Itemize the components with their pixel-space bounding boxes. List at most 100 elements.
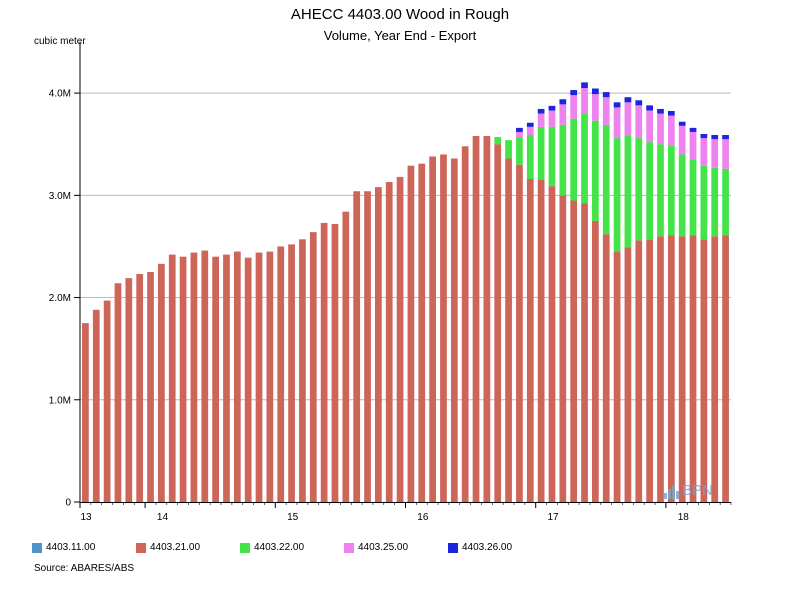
bar-segment: [396, 176, 404, 502]
bar-segment: [667, 235, 675, 502]
bar-segment: [526, 135, 534, 179]
bar-segment: [190, 252, 198, 502]
bar-segment: [700, 134, 708, 139]
bar-segment: [711, 236, 719, 502]
bar-segment: [516, 137, 523, 165]
bar-segment: [548, 105, 556, 111]
bar-segment: [667, 115, 675, 146]
bar-segment: [570, 200, 578, 502]
bar-segment: [570, 118, 578, 201]
bar-segment: [613, 102, 621, 108]
bar-segment: [385, 182, 393, 503]
bar-segment: [201, 250, 209, 502]
bar-segment: [103, 300, 111, 502]
bar-segment: [722, 168, 729, 236]
bar-segment: [461, 146, 469, 502]
bar-segment: [537, 108, 545, 114]
legend-item[interactable]: 4403.22.00: [240, 542, 304, 553]
bar-segment: [624, 247, 632, 502]
bar-segment: [342, 211, 350, 502]
bar-segment: [646, 105, 653, 111]
legend-label: 4403.26.00: [462, 542, 513, 553]
bar-segment: [168, 254, 176, 502]
bar-segment: [657, 113, 664, 145]
bar-segment: [700, 239, 708, 503]
bar-segment: [82, 323, 89, 502]
bar-segment: [711, 135, 719, 140]
bar-segment: [353, 191, 361, 503]
x-tick-label: 16: [417, 512, 429, 523]
bar-segment: [537, 126, 545, 180]
bar-segment: [613, 251, 621, 502]
bar-segment: [266, 251, 274, 502]
bar-segment: [624, 102, 632, 137]
bar-segment: [570, 95, 578, 119]
bar-segment: [678, 154, 686, 237]
legend-swatch: [448, 542, 458, 553]
bar-segment: [147, 272, 154, 502]
chart-plot-area: 0 1.0M 2.0M 3.0M 4.0M 13 14 15 16 17 18: [49, 42, 732, 523]
y-tick-label: 0: [65, 498, 71, 509]
bar-segment: [548, 126, 556, 187]
bar-segment: [700, 165, 708, 240]
bar-segment: [429, 156, 436, 503]
legend-item[interactable]: 4403.11.00: [32, 542, 95, 553]
axes: 0 1.0M 2.0M 3.0M 4.0M 13 14 15 16 17 18: [49, 42, 732, 523]
bar-segment: [472, 136, 480, 503]
chart-title: AHECC 4403.00 Wood in Rough: [290, 6, 510, 23]
bar-segment: [592, 94, 599, 121]
bar-segment: [559, 104, 567, 125]
bar-segment: [331, 223, 339, 502]
bar-segment: [559, 195, 567, 502]
bar-segment: [299, 239, 306, 503]
bar-segment: [244, 257, 252, 502]
bar-segment: [657, 108, 664, 114]
legend-label: 4403.25.00: [358, 542, 409, 553]
bar-segment: [657, 144, 664, 237]
bar-segment: [516, 131, 523, 138]
bar-segment: [158, 263, 165, 502]
legend-item[interactable]: 4403.26.00: [448, 542, 512, 553]
bar-segment: [722, 235, 729, 502]
legend-item[interactable]: 4403.21.00: [136, 542, 200, 553]
bar-segment: [309, 232, 317, 502]
y-tick-label: 2.0M: [49, 293, 71, 304]
bar-segment: [678, 236, 686, 502]
bar-segment: [602, 97, 610, 125]
bar-segment: [657, 236, 664, 502]
x-tick-label: 14: [157, 512, 169, 523]
bar-segment: [581, 82, 588, 88]
bar-segment: [602, 234, 610, 502]
bar-segment: [526, 178, 534, 503]
bar-segment: [92, 309, 100, 502]
x-tick-label: 13: [80, 512, 92, 523]
bar-segment: [516, 164, 523, 503]
bar-segment: [635, 105, 643, 139]
bar-segment: [179, 256, 187, 502]
bar-segment: [537, 180, 545, 502]
bar-segment: [635, 100, 643, 106]
bar-segment: [526, 126, 534, 136]
bar-segment: [494, 137, 502, 145]
bar-segment: [483, 136, 491, 503]
bar-segment: [711, 139, 719, 168]
bar-segment: [722, 139, 729, 169]
y-tick-label: 4.0M: [49, 89, 71, 100]
y-axis-unit-label: cubic meter: [34, 36, 86, 47]
legend-swatch: [344, 542, 354, 553]
bar-segment: [646, 239, 653, 503]
gridlines: [80, 92, 731, 401]
bar-segment: [516, 127, 523, 132]
bar-segment: [450, 158, 458, 502]
bar-segment: [233, 251, 241, 502]
bar-segment: [602, 92, 610, 98]
bar-segment: [592, 120, 599, 221]
bar-segment: [212, 256, 219, 502]
bar-stacks: [82, 82, 729, 503]
legend-item[interactable]: 4403.25.00: [344, 542, 408, 553]
legend-swatch: [240, 542, 250, 553]
bar-segment: [667, 145, 675, 236]
bpn-watermark-logo: BPN: [664, 482, 713, 499]
bar-segment: [581, 88, 588, 114]
y-tick-label: 3.0M: [49, 191, 71, 202]
